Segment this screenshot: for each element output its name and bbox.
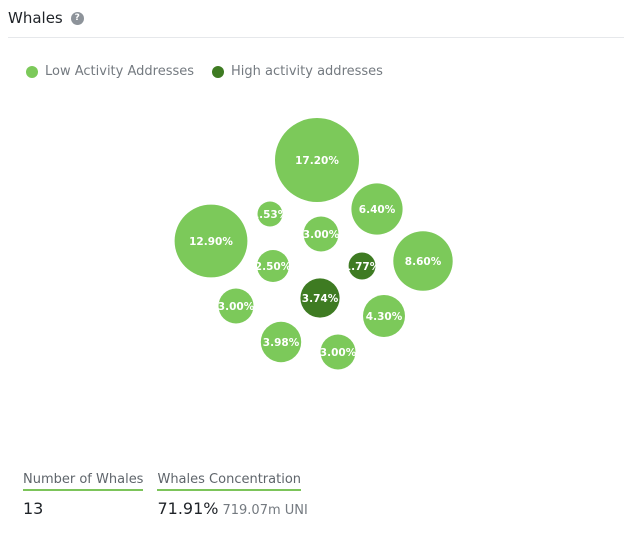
bubble-label-3: 8.60% (405, 256, 442, 268)
bubble-label-10: 3.00% (320, 347, 357, 359)
bubble-label-9: 3.00% (218, 301, 255, 313)
stat-whales-concentration: Whales Concentration 71.91% 719.07m UNI (157, 468, 308, 518)
bubble-label-12: 1.77% (344, 261, 381, 273)
stat-value-number-of-whales: 13 (23, 499, 44, 518)
bubble-8[interactable] (303, 216, 339, 252)
bubble-chart: 17.20% 12.90% 8.60% 6.40% 4.30% 3.98% 3.74% 3.0… (174, 118, 453, 370)
stat-label-whales-concentration: Whales Concentration (157, 472, 302, 491)
header-divider (8, 37, 624, 38)
question-circle-icon[interactable]: ? (70, 11, 84, 25)
bubble-label-11: 2.50% (255, 261, 292, 273)
bubble-6[interactable] (260, 321, 302, 363)
stats-row: Number of Whales 13 Whales Concentration… (23, 468, 322, 518)
legend-item-low[interactable]: Low Activity Addresses (26, 64, 194, 79)
bubble-label-5: 4.30% (366, 311, 403, 323)
bubble-label-8: 3.00% (303, 229, 340, 241)
bubble-label-2: 12.90% (189, 236, 233, 248)
bubble-13[interactable] (257, 201, 283, 227)
bubble-3[interactable] (393, 231, 453, 291)
legend-dot-low (26, 65, 38, 78)
bubble-label-1: 17.20% (295, 155, 339, 167)
concentration-amount: 719.07m UNI (222, 503, 308, 518)
bubble-11[interactable] (257, 250, 289, 282)
bubble-5[interactable] (363, 295, 405, 337)
stat-label-number-of-whales: Number of Whales (23, 472, 144, 491)
bubble-4[interactable] (351, 183, 403, 235)
stat-value-whales-concentration: 71.91% 719.07m UNI (157, 499, 307, 518)
bubble-12[interactable] (348, 252, 376, 280)
stat-number-of-whales: Number of Whales 13 (23, 468, 144, 518)
bubble-label-4: 6.40% (359, 204, 396, 216)
concentration-percent: 71.91% (157, 499, 219, 518)
bubble-label-13: 1.53% (252, 209, 289, 221)
legend-label-high: High activity addresses (231, 64, 383, 79)
section-header: Whales ? (8, 6, 84, 30)
bubble-label-6: 3.98% (263, 337, 300, 349)
bubble-2[interactable] (174, 204, 248, 278)
legend-item-high[interactable]: High activity addresses (212, 64, 383, 79)
bubble-label-7: 3.74% (302, 293, 339, 305)
legend-dot-high (212, 65, 225, 78)
bubble-10[interactable] (320, 334, 356, 370)
bubble-9[interactable] (218, 288, 254, 324)
bubble-1[interactable] (275, 118, 359, 202)
legend-label-low: Low Activity Addresses (45, 64, 195, 79)
chart-legend: Low Activity Addresses High activity add… (26, 64, 401, 79)
section-title: Whales (8, 9, 63, 27)
bubble-7[interactable] (300, 278, 340, 318)
